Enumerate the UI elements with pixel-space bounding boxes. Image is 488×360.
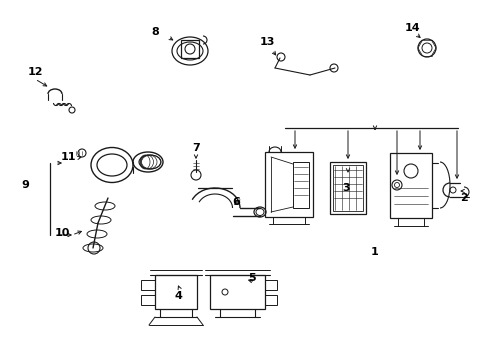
Text: 7: 7 <box>192 143 200 153</box>
Bar <box>141 280 155 290</box>
Text: 8: 8 <box>151 27 159 37</box>
Bar <box>264 295 276 305</box>
Text: 6: 6 <box>232 197 240 207</box>
Text: 5: 5 <box>248 273 255 283</box>
Text: 9: 9 <box>21 180 29 190</box>
Bar <box>209 275 264 309</box>
Text: 11: 11 <box>60 152 76 162</box>
Bar <box>332 165 362 211</box>
Bar <box>329 162 365 214</box>
Bar <box>155 275 197 309</box>
Text: 4: 4 <box>174 291 182 301</box>
Text: 1: 1 <box>370 247 378 257</box>
Text: 3: 3 <box>342 183 349 193</box>
Bar <box>292 162 308 208</box>
Bar <box>141 295 155 305</box>
Text: 10: 10 <box>54 228 70 238</box>
Bar <box>264 152 312 217</box>
Bar <box>389 153 431 218</box>
Text: 14: 14 <box>404 23 419 33</box>
Bar <box>181 40 199 58</box>
Text: 12: 12 <box>27 67 42 77</box>
Bar <box>264 280 276 290</box>
Text: 13: 13 <box>259 37 274 47</box>
Text: 2: 2 <box>459 193 467 203</box>
